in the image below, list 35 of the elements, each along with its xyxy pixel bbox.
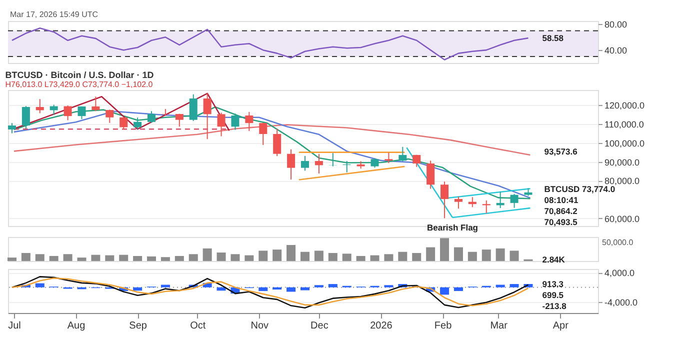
x-tick-label: Oct xyxy=(190,320,206,332)
x-tick-label: Jul xyxy=(8,320,21,332)
annotation: 58.58 xyxy=(542,33,564,44)
annotation: 913.3 xyxy=(542,278,564,289)
annotation: 70,864.2 xyxy=(544,206,578,216)
annotation: -213.8 xyxy=(542,300,567,311)
y-tick-label: -4,000.0 xyxy=(604,298,638,308)
y-tick-label: 4,000.0 xyxy=(604,268,635,278)
y-tick-label: 110,000.0 xyxy=(604,120,644,130)
x-tick-label: Feb xyxy=(434,320,452,332)
x-tick-label: Nov xyxy=(250,320,269,332)
annotation: 2.84K xyxy=(542,254,566,264)
y-tick-label: 100,000.0 xyxy=(604,138,645,148)
x-tick-label: 2026 xyxy=(370,320,393,332)
x-tick-label: Sep xyxy=(129,320,148,332)
annotation: 08:10:41 xyxy=(544,195,579,205)
x-tick-label: Dec xyxy=(310,320,328,332)
text: Mar 17, 2026 15:49 UTC xyxy=(10,10,98,19)
annotation: Bearish Flag xyxy=(426,222,478,232)
y-tick-label: 120,000.0 xyxy=(604,100,645,111)
annotation: BTCUSD 73,774.0 xyxy=(544,184,616,194)
chart-subtitle: H76,013.0 L73,429.0 C73,774.0 −1,102.0 xyxy=(5,80,154,89)
annotation: 699.5 xyxy=(542,290,564,300)
y-tick-label: 60,000.0 xyxy=(604,214,640,224)
y-tick-label: 40.00 xyxy=(604,46,628,56)
annotation: 93,573.6 xyxy=(544,146,578,157)
annotation: 70,493.5 xyxy=(544,217,578,227)
y-tick-label: 80.00 xyxy=(604,20,628,30)
x-tick-label: Mar xyxy=(490,320,508,332)
chart-title: BTCUSD · Bitcoin / U.S. Dollar · 1D xyxy=(5,70,154,80)
text: 50,000.0 xyxy=(602,238,634,247)
x-tick-label: Apr xyxy=(552,320,570,332)
y-tick-label: 80,000.0 xyxy=(604,176,640,186)
y-tick-label: 90,000.0 xyxy=(604,157,640,168)
x-tick-label: Aug xyxy=(67,320,86,332)
